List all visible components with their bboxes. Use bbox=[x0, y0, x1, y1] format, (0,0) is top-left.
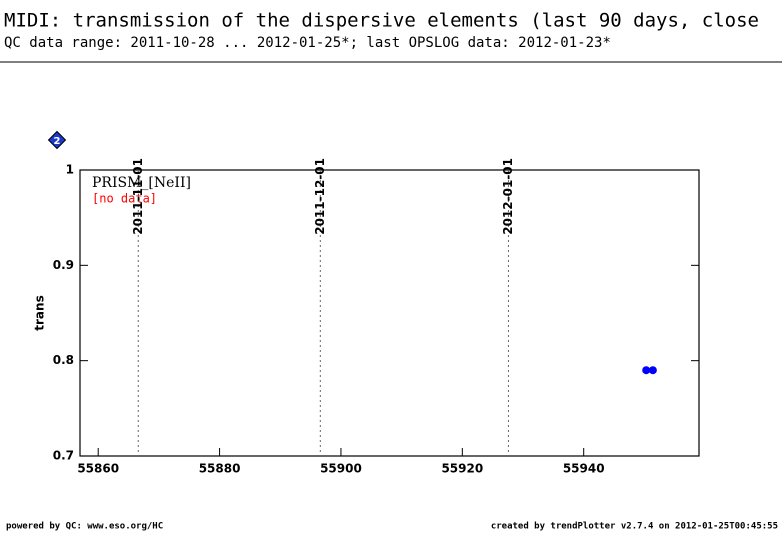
badge-icon bbox=[47, 130, 67, 150]
footer-right: created by trendPlotter v2.7.4 on 2012-0… bbox=[491, 522, 778, 532]
date-label: 2012-01-01 bbox=[501, 158, 515, 235]
y-tick-label: 0.8 bbox=[53, 353, 74, 367]
y-tick-label: 0.9 bbox=[53, 258, 74, 272]
badge-text: 2 bbox=[54, 136, 61, 147]
y-tick-label: 0.7 bbox=[53, 449, 74, 463]
chart-title: MIDI: transmission of the dispersive ele… bbox=[4, 10, 759, 32]
date-label: 2011-11-01 bbox=[131, 158, 145, 235]
y-tick-label: 1 bbox=[66, 163, 74, 177]
point bbox=[642, 366, 651, 375]
x-tick-label: 55880 bbox=[199, 462, 241, 476]
y-axis-label: trans bbox=[33, 295, 47, 330]
plot-frame bbox=[79, 169, 700, 457]
chart-subtitle: QC data range: 2011-10-28 ... 2012-01-25… bbox=[4, 35, 611, 51]
point bbox=[648, 366, 657, 375]
x-tick-label: 55860 bbox=[77, 462, 119, 476]
footer-left: powered by QC: www.eso.org/HC bbox=[6, 522, 163, 532]
x-tick-label: 55900 bbox=[320, 462, 362, 476]
date-label: 2011-12-01 bbox=[313, 158, 327, 235]
panel-label: PRISM_[NeII] bbox=[92, 175, 191, 191]
status-label: [no data] bbox=[92, 192, 157, 206]
x-tick-label: 55920 bbox=[441, 462, 483, 476]
x-tick-label: 55940 bbox=[563, 462, 605, 476]
